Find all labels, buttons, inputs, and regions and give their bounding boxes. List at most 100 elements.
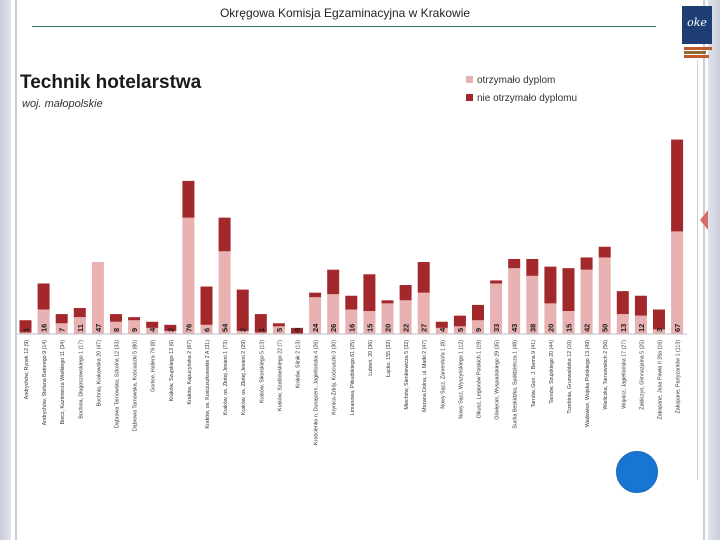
bar-value-label-12: 2 <box>239 328 248 332</box>
bar-passed-8 <box>164 330 177 334</box>
bar-value-label-34: 12 <box>637 324 646 332</box>
bar-failed-1 <box>37 283 50 310</box>
bar-failed-21 <box>399 285 412 301</box>
nav-circle-button[interactable] <box>616 451 658 493</box>
bar-passed-16 <box>309 297 322 334</box>
x-tick-label-16: Krościenko n. Dunajcem, Jagiellońska 4 (… <box>314 340 320 445</box>
x-tick-label-3: Bochnia, Długoszowskiego 1 (17) <box>78 340 84 419</box>
x-tick-label-24: Nowy Sącz, Wyszyńskiego 1 (12) <box>458 340 464 419</box>
bar-value-label-14: 5 <box>275 328 284 332</box>
x-tick-label-33: Wojnicz, Jagiellońska 17 (27) <box>621 340 627 409</box>
bar-value-label-8: 2 <box>166 328 175 332</box>
x-tick-label-19: Lubień, 20 (36) <box>368 340 374 376</box>
x-tick-label-28: Tarnów, Gen. J. Bema 9 (41) <box>531 340 537 408</box>
x-tick-label-4: Bochnia, Krakowska 20 (47) <box>96 340 102 406</box>
bar-value-label-9: 76 <box>184 324 193 332</box>
bar-value-label-1: 16 <box>40 324 49 332</box>
bar-value-label-11: 54 <box>221 323 230 332</box>
bar-passed-22 <box>417 292 430 334</box>
bar-failed-24 <box>453 315 466 327</box>
bar-passed-20 <box>381 303 394 334</box>
bar-value-label-20: 20 <box>384 324 393 332</box>
bar-value-label-13: 1 <box>257 328 266 332</box>
x-tick-label-12: Kraków, os. Złotej Jesieni 2 (29) <box>241 340 247 415</box>
x-tick-label-18: Limanowa, Piłsudskiego 61 (25) <box>350 340 356 415</box>
bar-passed-2 <box>55 323 68 334</box>
x-tick-label-25: Olkusz, Legionów Polskich 1 (19) <box>477 340 483 419</box>
bar-passed-10 <box>200 324 213 334</box>
bar-failed-8 <box>164 324 177 331</box>
bar-failed-5 <box>110 314 122 322</box>
x-tick-label-27: Sucha Beskidzka, Spółdzielcza 1 (48) <box>513 340 519 429</box>
bar-failed-22 <box>417 262 430 293</box>
legend: otrzymało dyplom nie otrzymało dyplomu <box>466 75 577 104</box>
x-tick-label-5: Dąbrowa Tarnowska, Szkolna 12 (33) <box>115 340 121 428</box>
scroll-arrow-icon[interactable] <box>700 210 708 230</box>
bar-passed-27 <box>508 268 521 334</box>
bar-failed-12 <box>236 289 249 331</box>
bar-failed-20 <box>381 300 394 304</box>
bar-value-label-7: 4 <box>148 327 157 332</box>
bar-failed-23 <box>435 321 448 328</box>
bar-value-label-0: 1 <box>22 328 31 332</box>
bar-passed-5 <box>110 321 122 334</box>
x-tick-label-14: Kraków, Szablowskiego 22 (7) <box>277 340 283 411</box>
x-tick-label-7: Gorlice, Hallera 79 (8) <box>151 340 157 392</box>
legend-label-0: otrzymało dyplom <box>477 75 555 86</box>
bar-failed-18 <box>345 295 358 310</box>
bar-passed-6 <box>128 320 141 334</box>
bar-value-label-19: 15 <box>365 324 374 332</box>
bar-failed-14 <box>272 323 285 327</box>
bar-failed-25 <box>472 304 484 321</box>
x-tick-label-9: Kraków, Kapucyńska 2 (67) <box>187 340 193 405</box>
bar-failed-13 <box>254 314 267 333</box>
bar-passed-12 <box>236 330 249 334</box>
x-tick-label-21: Miechów, Sienkiewicza 5 (32) <box>404 340 410 410</box>
x-tick-labels: Andrychów, Rynek 12 (9) Andrychów, Stefan… <box>24 340 682 445</box>
chart-title: Technik hotelarstwa <box>20 72 202 93</box>
bar-passed-23 <box>435 327 448 334</box>
bar-failed-19 <box>363 274 376 312</box>
bar-failed-33 <box>616 291 629 315</box>
bar-failed-2 <box>55 314 68 324</box>
x-tick-label-31: Wadowice, Wojska Polskiego 13 (49) <box>585 340 591 427</box>
right-decor-band <box>708 0 720 540</box>
bar-failed-11 <box>218 217 231 252</box>
x-tick-label-15: Kraków, Silnik 2 (13) <box>296 340 302 389</box>
bar-value-label-30: 15 <box>565 324 574 332</box>
bar-value-label-24: 5 <box>456 328 465 332</box>
bar-passed-21 <box>399 300 412 334</box>
x-tick-label-30: Trzebinia, Grunwaldzka 12 (10) <box>567 340 573 414</box>
bar-failed-32 <box>598 246 611 258</box>
x-tick-label-2: Biecz, Kazimierza Wielkiego 11 (34) <box>60 340 66 425</box>
bar-passed-31 <box>580 269 593 334</box>
bar-failed-30 <box>562 268 575 312</box>
bar-passed-4 <box>91 262 104 334</box>
x-tick-label-29: Tarnów, Szujskiego 20 (44) <box>549 340 555 404</box>
bar-passed-17 <box>327 294 340 334</box>
bar-passed-19 <box>363 311 376 334</box>
bar-failed-6 <box>128 317 141 321</box>
x-tick-label-13: Kraków, Sikorskiego 5 (13) <box>259 340 265 403</box>
bar-value-label-17: 26 <box>329 324 338 332</box>
bar-failed-9 <box>182 180 195 218</box>
bar-failed-28 <box>526 258 539 276</box>
bar-passed-7 <box>146 327 159 334</box>
bar-value-label-22: 27 <box>420 324 429 332</box>
bar-value-label-6: 9 <box>130 328 139 332</box>
right-frame-line <box>689 60 698 480</box>
bar-failed-26 <box>490 280 503 284</box>
bar-failed-36 <box>671 139 684 232</box>
oke-logo: oke <box>682 6 712 44</box>
bar-passed-30 <box>562 311 575 334</box>
bar-passed-24 <box>453 326 466 334</box>
bar-value-label-26: 33 <box>492 324 501 332</box>
x-tick-label-0: Andrychów, Rynek 12 (9) <box>24 340 30 399</box>
bar-value-label-4: 47 <box>94 324 103 332</box>
x-tick-label-17: Krynica-Zdrój, Kościuszki 3 (30) <box>332 340 338 415</box>
bar-value-label-2: 7 <box>58 328 67 332</box>
bar-value-label-36: 67 <box>673 324 682 332</box>
bar-value-label-29: 20 <box>546 324 555 332</box>
bar-failed-17 <box>327 269 340 295</box>
